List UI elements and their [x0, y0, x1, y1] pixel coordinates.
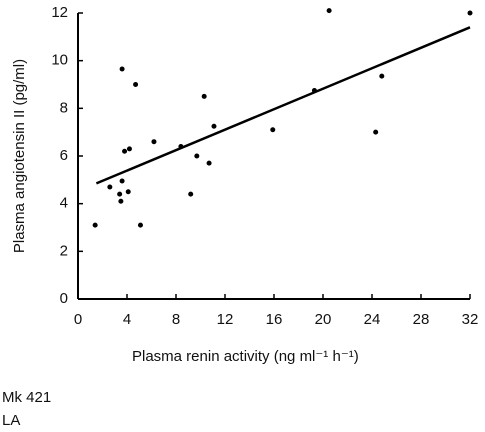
point	[178, 143, 184, 149]
annotation: Mk 421	[2, 389, 51, 406]
point	[151, 139, 157, 145]
x-tick-label: 8	[172, 311, 180, 328]
point	[92, 222, 98, 228]
point	[206, 160, 212, 166]
y-tick-label: 4	[60, 195, 68, 212]
point	[311, 87, 317, 93]
point	[137, 222, 143, 228]
y-axis-label: Plasma angiotensin II (pg/ml)	[11, 59, 28, 253]
point	[117, 191, 123, 197]
point	[194, 153, 200, 159]
x-tick-label: 28	[413, 311, 430, 328]
point	[379, 73, 385, 79]
point	[119, 66, 125, 72]
y-tick-label: 6	[60, 147, 68, 164]
point	[373, 129, 379, 135]
point	[211, 123, 217, 129]
point	[188, 191, 194, 197]
point	[126, 146, 132, 152]
point	[467, 10, 473, 16]
point	[119, 178, 125, 184]
annotation: LA	[2, 412, 20, 429]
y-tick-label: 10	[51, 52, 68, 69]
point	[125, 189, 131, 195]
x-tick-label: 16	[266, 311, 283, 328]
x-tick-label: 24	[364, 311, 381, 328]
point	[201, 93, 207, 99]
fit-line	[95, 26, 471, 185]
point	[118, 198, 124, 204]
y-tick-label: 8	[60, 99, 68, 116]
x-tick-label: 32	[462, 311, 479, 328]
x-tick-label: 0	[74, 311, 82, 328]
y-tick-label: 0	[60, 290, 68, 307]
point	[326, 8, 332, 14]
point	[133, 82, 139, 87]
x-tick-label: 4	[123, 311, 131, 328]
y-tick-label: 2	[60, 242, 68, 259]
point	[270, 127, 276, 133]
x-axis-label: Plasma renin activity (ng ml⁻¹ h⁻¹)	[132, 348, 359, 365]
x-tick-label: 12	[217, 311, 234, 328]
point	[107, 184, 113, 190]
x-tick-label: 20	[315, 311, 332, 328]
y-tick-label: 12	[51, 4, 68, 21]
point	[122, 148, 128, 154]
